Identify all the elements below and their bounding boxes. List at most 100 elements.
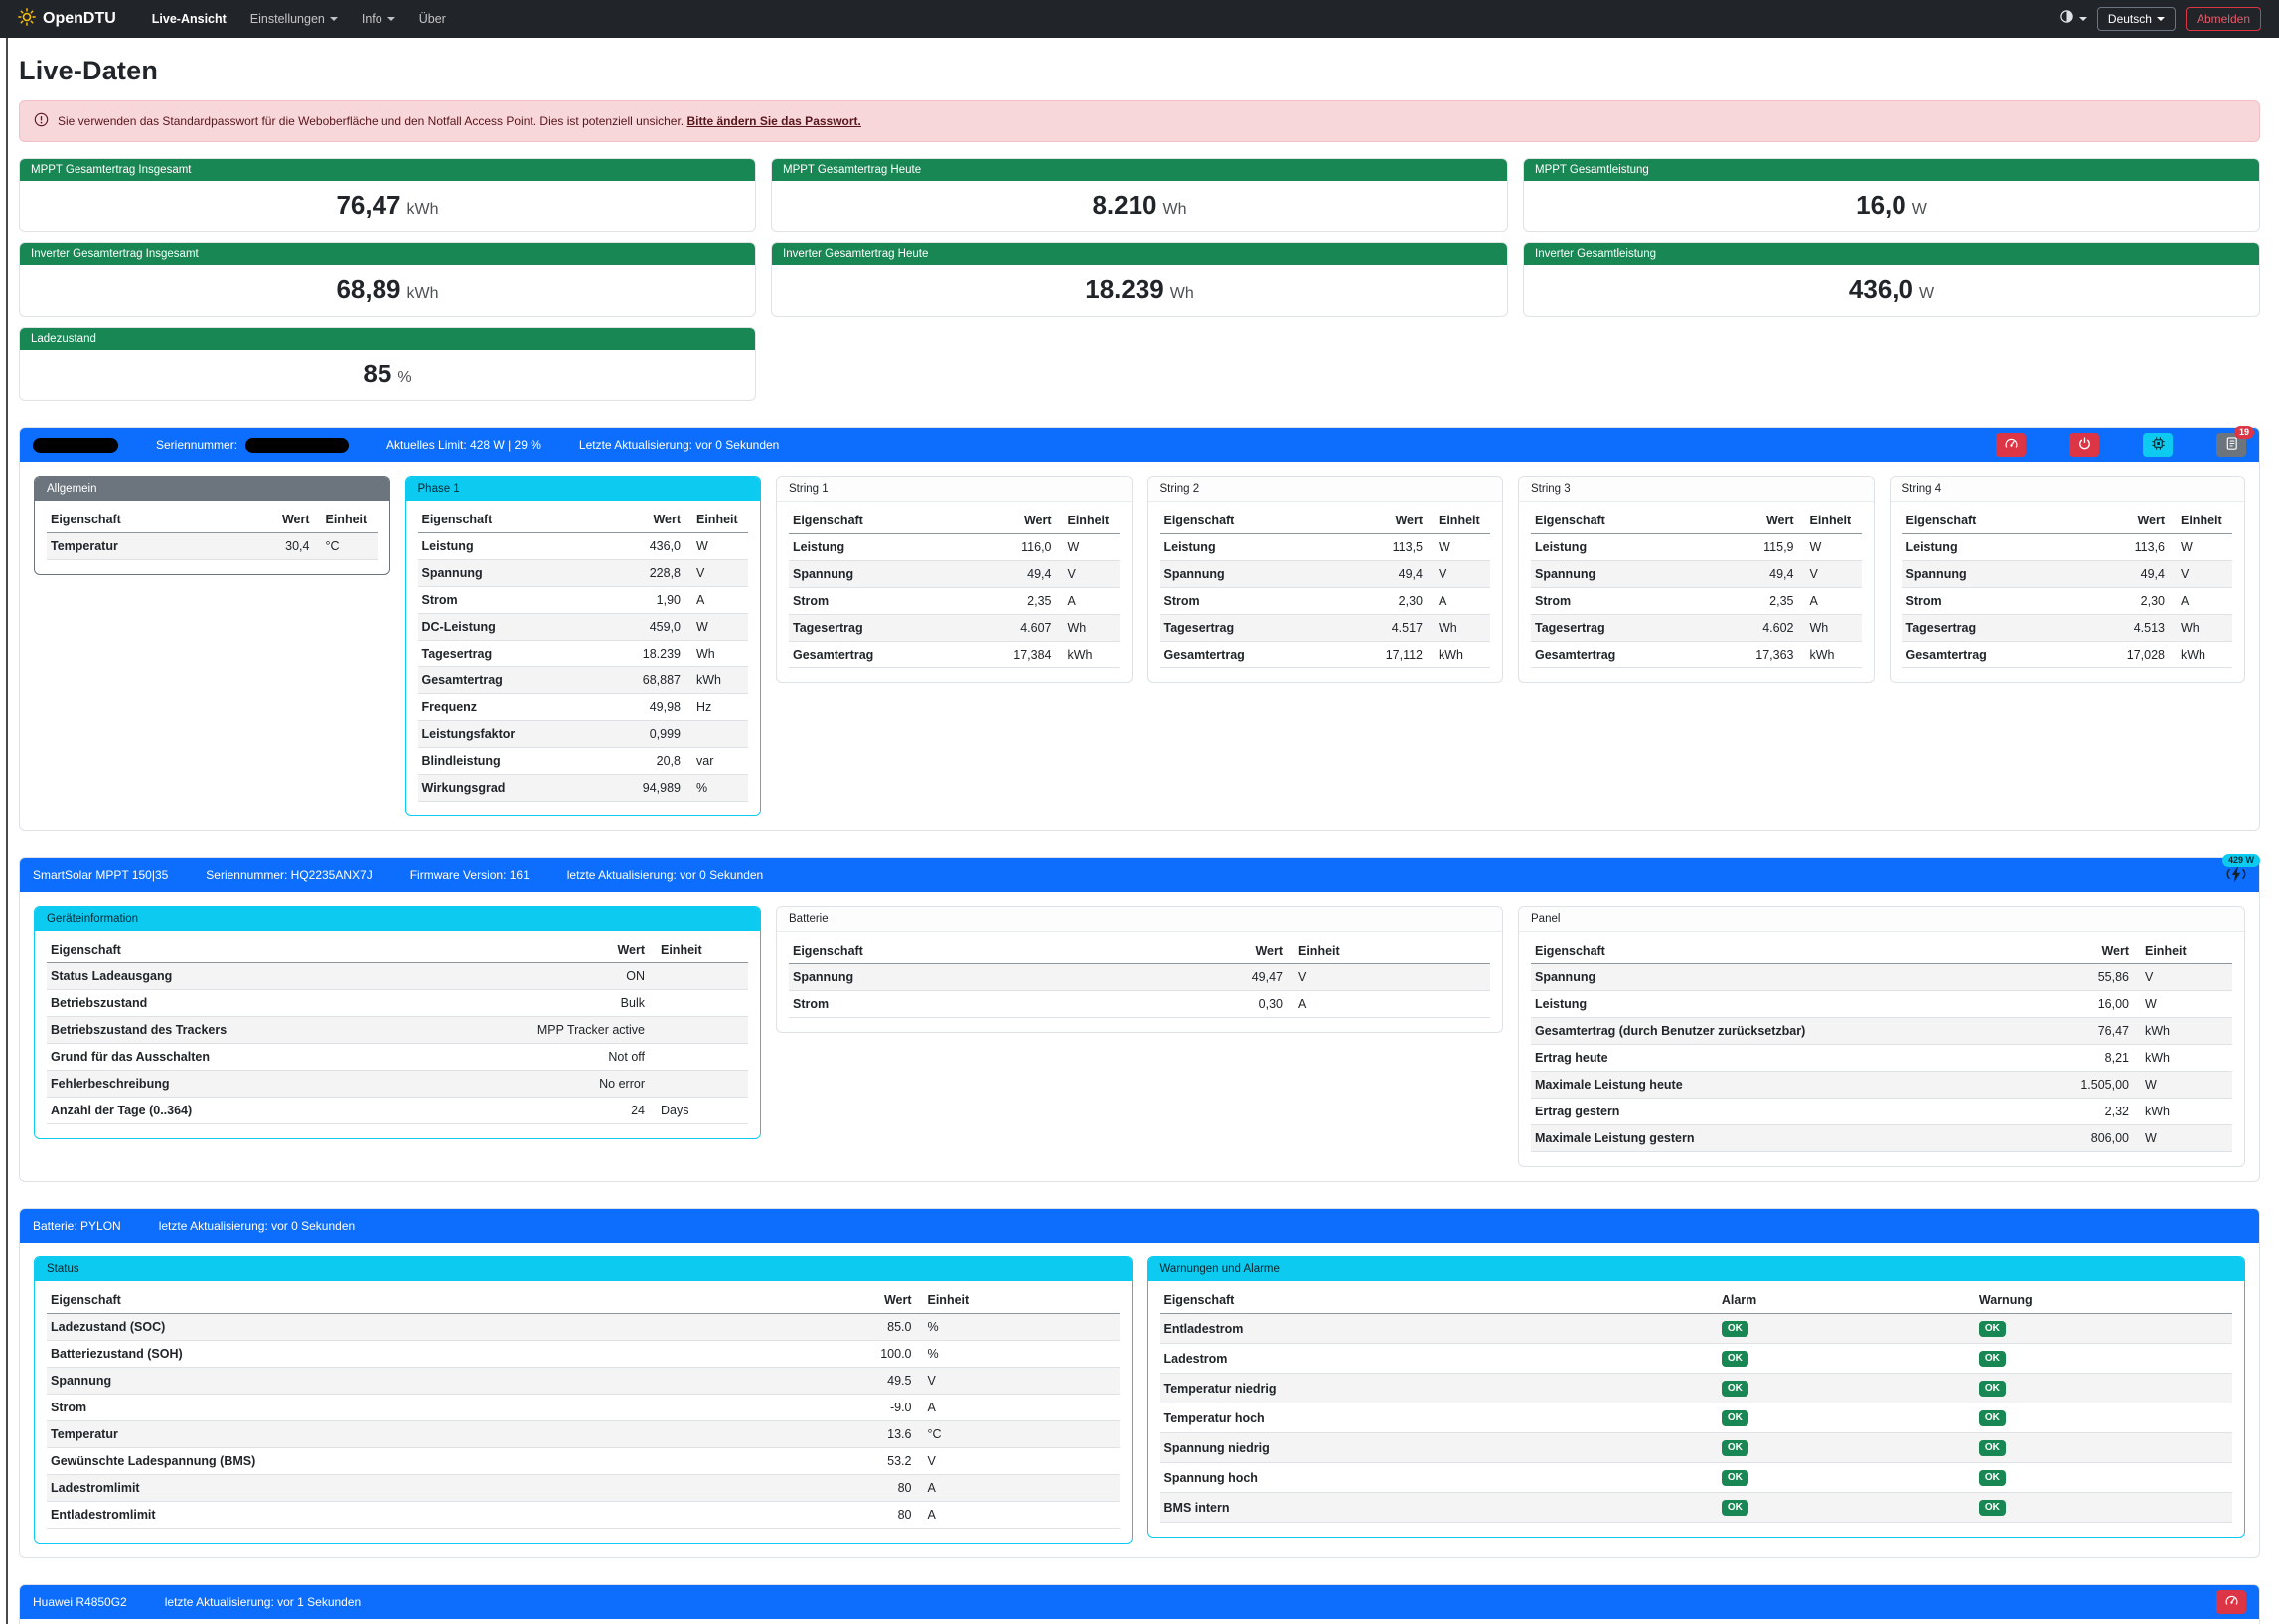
property-label: Temperatur niedrig (1159, 1373, 1718, 1403)
property-label: Strom (1901, 587, 2097, 615)
property-value: 17,363 (1726, 641, 1798, 668)
string-4-table: Eigenschaft Wert Einheit Leistung 113,6 W Spa… (1901, 508, 2232, 668)
property-value: 8,21 (2004, 1044, 2133, 1072)
alert-text: Sie verwenden das Standardpasswort für d… (58, 114, 684, 128)
table-row: Tagesertrag 4.607 Wh (789, 614, 1120, 642)
col-wert: Wert (1147, 938, 1287, 964)
summary-card: MPPT Gesamtleistung 16,0 W (1523, 158, 2260, 232)
nav-item-info[interactable]: Info (352, 6, 405, 32)
table-row: Maximale Leistung heute 1.505,00 W (1531, 1071, 2232, 1099)
table-row: Tagesertrag 4.517 Wh (1159, 614, 1490, 642)
table-row: Leistung 116,0 W (789, 533, 1120, 561)
string-3-card: String 3 Eigenschaft Wert Einheit Leistung… (1518, 476, 1875, 683)
property-value: 49,4 (1355, 560, 1427, 588)
property-unit: Wh (2169, 614, 2232, 642)
theme-toggle[interactable] (2059, 9, 2087, 29)
property-value: -9.0 (776, 1394, 916, 1421)
property-value: 17,384 (984, 641, 1056, 668)
property-value: 49,4 (1726, 560, 1798, 588)
nav-item-einstellungen[interactable]: Einstellungen (240, 6, 348, 32)
ok-badge: OK (1721, 1440, 1748, 1456)
table-row: Spannung 49.5 V (47, 1367, 1120, 1395)
page-title: Live-Daten (19, 56, 159, 85)
huawei-limit-button[interactable] (2216, 1590, 2246, 1614)
property-label: Spannung (789, 963, 1147, 991)
table-row: Leistung 113,5 W (1159, 533, 1490, 561)
change-password-link[interactable]: Bitte ändern Sie das Passwort. (686, 114, 861, 128)
charging-indicator: 429 W (2221, 853, 2260, 887)
main-content: Live-Daten Sie verwenden das Standardpas… (0, 38, 2279, 1624)
property-label: Spannung (47, 1367, 777, 1395)
property-value: 49.5 (776, 1367, 916, 1395)
string-3-table: Eigenschaft Wert Einheit Leistung 115,9 W Spa… (1531, 508, 1862, 668)
warning-cell: OK (1974, 1462, 2232, 1493)
chevron-down-icon (2156, 17, 2165, 21)
property-label: Ladestromlimit (47, 1474, 777, 1502)
property-value: 76,47 (2004, 1017, 2133, 1045)
property-label: Tagesertrag (1901, 614, 2097, 642)
property-unit: W (684, 613, 748, 641)
property-label: Strom (789, 990, 1147, 1018)
string-2-table: Eigenschaft Wert Einheit Leistung 113,5 W Spa… (1159, 508, 1490, 668)
property-label: Leistung (1159, 533, 1355, 561)
property-unit: A (915, 1394, 1120, 1421)
table-header-row: Eigenschaft Wert Einheit (1901, 508, 2232, 534)
brand[interactable]: OpenDTU (18, 7, 116, 31)
col-einheit: Einheit (1797, 508, 1862, 534)
summary-value: 68,89 (336, 274, 401, 304)
table-header-row: Eigenschaft Wert Einheit (417, 507, 748, 533)
property-value: Bulk (520, 989, 649, 1017)
property-unit: A (915, 1501, 1120, 1529)
table-header-row: Eigenschaft Wert Einheit (47, 1287, 1120, 1314)
power-control-button[interactable] (2069, 433, 2099, 457)
property-unit: V (915, 1367, 1120, 1395)
logout-button[interactable]: Abmelden (2185, 7, 2261, 31)
summary-card: Inverter Gesamtertrag Insgesamt 68,89 kWh (19, 242, 756, 317)
sun-icon (18, 7, 36, 31)
property-label: Gesamtertrag (1901, 641, 2097, 668)
summary-card: MPPT Gesamtertrag Insgesamt 76,47 kWh (19, 158, 756, 232)
property-value: 4.513 (2097, 614, 2169, 642)
summary-card-title: Inverter Gesamtertrag Insgesamt (20, 243, 755, 265)
window-edge (6, 38, 8, 1624)
nav-item-ueber[interactable]: Über (418, 12, 446, 26)
property-unit: V (915, 1447, 1120, 1475)
table-row: Status Ladeausgang ON (47, 962, 748, 990)
property-value: 100.0 (776, 1340, 916, 1368)
property-value: 24 (520, 1097, 649, 1124)
redacted-serial-number (245, 437, 350, 453)
table-row: Leistung 113,6 W (1901, 533, 2232, 561)
battery-section: Batterie: PYLON letzte Aktualisierung: v… (19, 1208, 2260, 1558)
language-selector[interactable]: Deutsch (2096, 7, 2176, 31)
col-einheit: Einheit (915, 1287, 1120, 1314)
ok-badge: OK (1978, 1410, 2006, 1426)
property-value: Not off (520, 1043, 649, 1071)
table-row: Grund für das Ausschalten Not off (47, 1043, 748, 1071)
property-unit: % (915, 1313, 1120, 1341)
table-header-row: Eigenschaft Wert Einheit (789, 508, 1120, 534)
property-value: 20,8 (613, 747, 684, 775)
nav-item-live-ansicht[interactable]: Live-Ansicht (151, 12, 227, 26)
property-value: 2,30 (2097, 587, 2169, 615)
summary-value: 76,47 (336, 190, 401, 220)
summary-unit: kWh (406, 201, 439, 218)
property-label: Blindleistung (417, 747, 613, 775)
card-title: Panel (1519, 907, 2244, 932)
device-info-button[interactable] (2143, 433, 2173, 457)
col-einheit: Einheit (684, 507, 748, 533)
property-value: 2,32 (2004, 1098, 2133, 1125)
property-label: Tagesertrag (1159, 614, 1355, 642)
limit-settings-button[interactable] (1996, 433, 2026, 457)
allgemein-table: Eigenschaft Wert Einheit Temperatur 30,4 °C (47, 507, 378, 560)
huawei-section: Huawei R4850G2 letzte Aktualisierung: vo… (19, 1584, 2260, 1624)
property-unit: W (684, 532, 748, 560)
property-value: 2,35 (984, 587, 1056, 615)
string-4-card: String 4 Eigenschaft Wert Einheit Leistung… (1889, 476, 2245, 683)
property-label: BMS intern (1159, 1492, 1718, 1523)
card-title: Warnungen und Alarme (1147, 1257, 2244, 1281)
property-value: 17,112 (1355, 641, 1427, 668)
event-log-button[interactable]: 19 (2216, 426, 2254, 457)
nav-right: Deutsch Abmelden (2059, 7, 2261, 31)
property-label: DC-Leistung (417, 613, 613, 641)
summary-card: Inverter Gesamtleistung 436,0 W (1523, 242, 2260, 317)
